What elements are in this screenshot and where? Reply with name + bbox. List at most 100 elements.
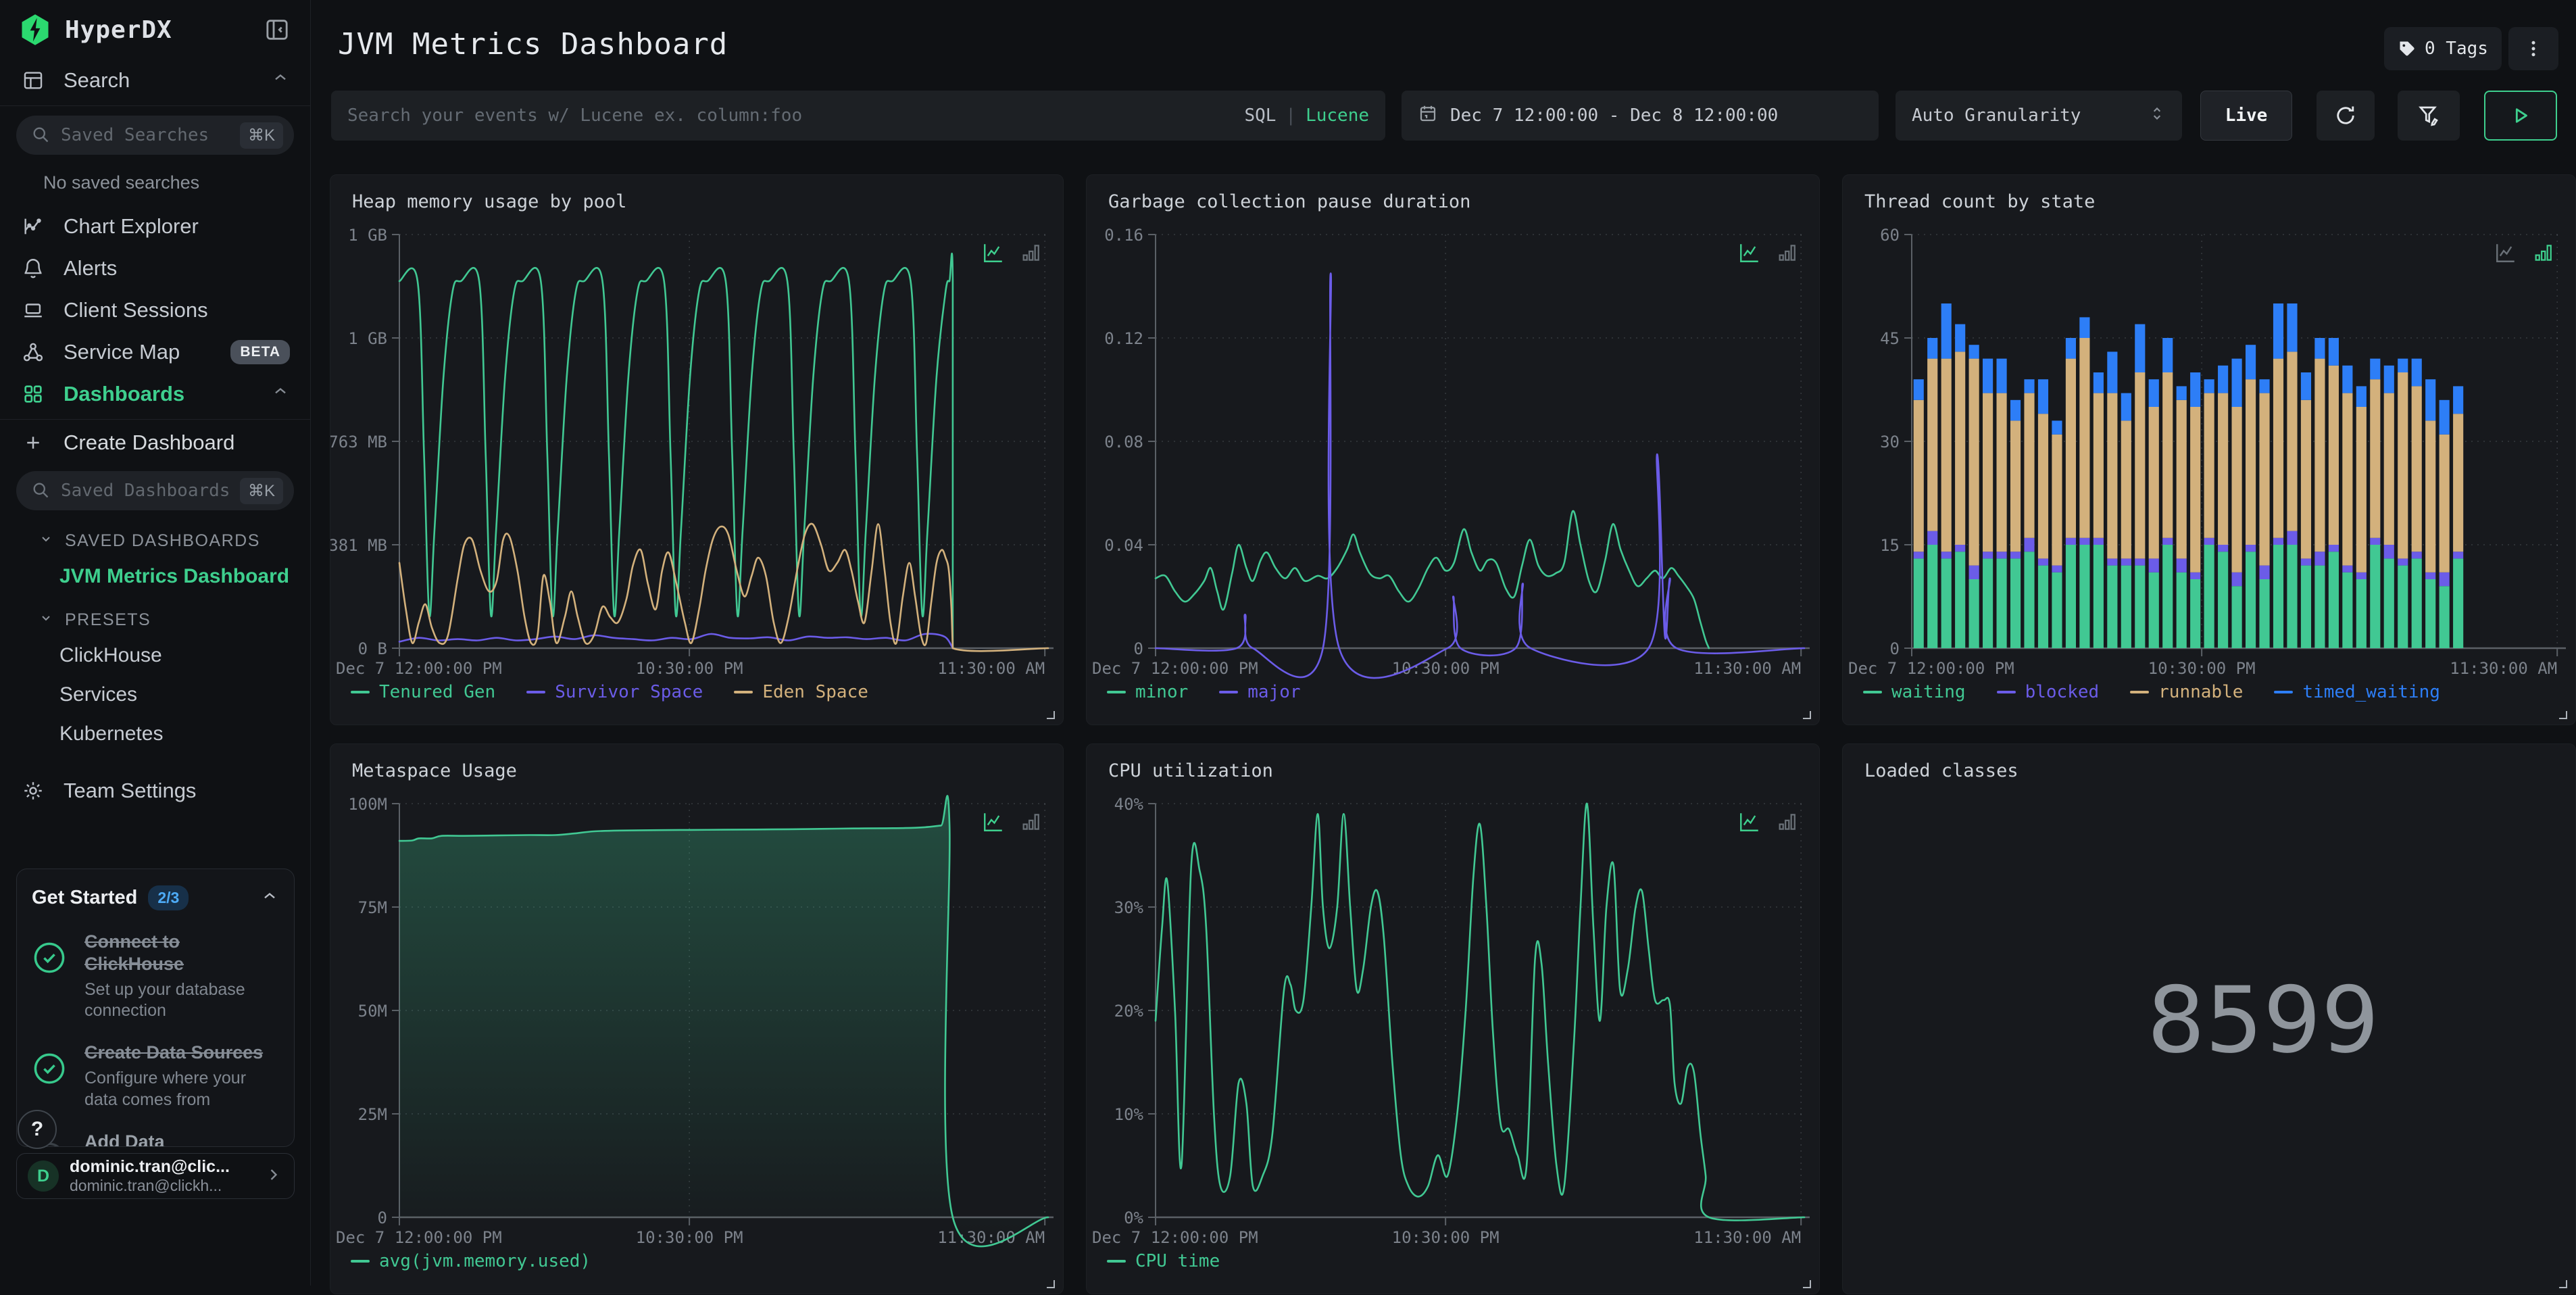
filter-button[interactable] [2398, 91, 2460, 141]
panel-heap-memory: Heap memory usage by pool 1 GB 1 GB 763 MB… [330, 174, 1064, 725]
resize-handle[interactable] [1803, 1280, 1811, 1288]
svg-text:0 B: 0 B [358, 639, 387, 658]
legend-item[interactable]: blocked [1996, 682, 2099, 702]
line-chart-icon[interactable] [1737, 240, 1762, 266]
get-started-item-connect[interactable]: Connect to ClickHouse Set up your databa… [32, 931, 279, 1021]
legend-item[interactable]: Tenured Gen [351, 682, 495, 702]
task-title: Create Data Sources [84, 1042, 264, 1063]
live-button[interactable]: Live [2200, 91, 2292, 141]
line-chart-icon[interactable] [1737, 809, 1762, 835]
sidebar-item-client-sessions[interactable]: Client Sessions [0, 289, 310, 331]
panel-title: Thread count by state [1864, 191, 2096, 212]
event-search-input[interactable] [347, 105, 1245, 126]
legend-item[interactable]: CPU time [1107, 1251, 1220, 1271]
resize-handle[interactable] [1803, 711, 1811, 719]
legend-swatch [1107, 1260, 1126, 1263]
svg-text:0.08: 0.08 [1104, 433, 1143, 451]
legend: Tenured Gen Survivor Space Eden Space [351, 682, 868, 702]
svg-text:20%: 20% [1114, 1002, 1144, 1021]
line-chart-icon[interactable] [981, 240, 1006, 266]
presets-section[interactable]: PRESETS [0, 596, 310, 636]
chart-type-toggles [981, 240, 1044, 266]
legend-swatch [1219, 691, 1239, 693]
svg-text:0.16: 0.16 [1104, 226, 1143, 245]
sidebar-item-dashboards[interactable]: Dashboards [0, 373, 310, 415]
legend-swatch [734, 691, 753, 693]
legend-label: avg(jvm.memory.used) [379, 1251, 591, 1271]
saved-searches-search[interactable]: ⌘K [16, 116, 294, 155]
sidebar-item-kubernetes[interactable]: Kubernetes [59, 723, 164, 745]
refresh-button[interactable] [2317, 91, 2375, 141]
sidebar-item-search[interactable]: Search [0, 59, 310, 101]
saved-dashboards-input[interactable] [61, 481, 240, 501]
legend-item[interactable]: waiting [1863, 682, 1966, 702]
calendar-icon [1418, 103, 1438, 128]
chevron-down-icon [38, 610, 54, 631]
sidebar-item-jvm-dashboard[interactable]: JVM Metrics Dashboard [59, 565, 290, 587]
sidebar-item-label: Client Sessions [64, 298, 208, 322]
sidebar-item-alerts[interactable]: Alerts [0, 247, 310, 289]
legend-label: minor [1135, 682, 1189, 702]
resize-handle[interactable] [1047, 711, 1055, 719]
chevron-up-icon[interactable] [271, 68, 290, 93]
event-search-bar[interactable]: SQL | Lucene [331, 91, 1385, 141]
legend-item[interactable]: timed_waiting [2274, 682, 2440, 702]
granularity-select[interactable]: Auto Granularity [1896, 91, 2182, 141]
resize-handle[interactable] [2559, 1280, 2567, 1288]
sidebar-item-service-map[interactable]: Service Map BETA [0, 331, 310, 373]
line-chart-icon[interactable] [981, 809, 1006, 835]
kebab-icon [2531, 41, 2535, 57]
legend-item[interactable]: avg(jvm.memory.used) [351, 1251, 591, 1271]
svg-text:11:30:00 AM: 11:30:00 AM [2450, 659, 2557, 678]
chevron-up-icon[interactable] [260, 887, 279, 909]
sidebar-item-label: Dashboards [64, 382, 185, 406]
panel-metaspace: Metaspace Usage 100M 75M 50M 25M 0 Dec 7 12:0… [330, 743, 1064, 1294]
play-button[interactable] [2484, 91, 2557, 141]
get-started-item-sources[interactable]: Create Data Sources Configure where your… [32, 1042, 279, 1110]
svg-text:60: 60 [1880, 226, 1900, 245]
legend-item[interactable]: Eden Space [734, 682, 868, 702]
svg-text:0: 0 [378, 1208, 387, 1227]
get-started-item-add-data[interactable]: Add Data Start sending logs, metrics, or… [32, 1131, 279, 1146]
svg-text:Dec 7 12:00:00 PM: Dec 7 12:00:00 PM [336, 1228, 502, 1247]
tag-icon [2400, 41, 2414, 56]
bar-chart-icon[interactable] [1018, 809, 1044, 835]
svg-text:45: 45 [1880, 329, 1900, 348]
legend-item[interactable]: minor [1107, 682, 1188, 702]
sidebar-item-chart-explorer[interactable]: Chart Explorer [0, 205, 310, 247]
legend-item[interactable]: Survivor Space [526, 682, 703, 702]
chart-type-toggles [981, 809, 1044, 835]
svg-text:30: 30 [1880, 433, 1900, 451]
bar-chart-icon[interactable] [1018, 240, 1044, 266]
saved-searches-input[interactable] [61, 125, 240, 145]
bar-chart-icon[interactable] [1775, 240, 1800, 266]
beta-badge: BETA [230, 340, 290, 364]
resize-handle[interactable] [1047, 1280, 1055, 1288]
sql-toggle[interactable]: SQL [1244, 105, 1277, 126]
date-range-picker[interactable]: Dec 7 12:00:00 - Dec 8 12:00:00 [1402, 91, 1879, 141]
svg-text:40%: 40% [1114, 795, 1144, 814]
legend-item[interactable]: runnable [2130, 682, 2243, 702]
sidebar-collapse-icon[interactable] [262, 14, 293, 45]
more-options-button[interactable] [2508, 27, 2558, 70]
svg-text:50M: 50M [358, 1002, 387, 1021]
legend-item[interactable]: major [1219, 682, 1301, 702]
sidebar-item-services[interactable]: Services [59, 683, 138, 706]
metaspace-chart: 100M 75M 50M 25M 0 Dec 7 12:00:00 PM 10:30:00 … [330, 744, 1063, 1294]
thread-count-chart: 60 45 30 15 0 Dec 7 12:00:00 PM 10:30:00 PM 11:… [1843, 175, 2575, 725]
saved-dashboards-search[interactable]: ⌘K [16, 471, 294, 510]
lucene-toggle[interactable]: Lucene [1306, 105, 1369, 126]
task-desc: Configure where your data comes from [84, 1069, 247, 1109]
help-button[interactable]: ? [18, 1110, 57, 1149]
tags-button[interactable]: 0 Tags [2384, 27, 2502, 70]
sidebar-item-team-settings[interactable]: Team Settings [0, 770, 310, 812]
sidebar-item-clickhouse[interactable]: ClickHouse [59, 644, 162, 666]
resize-handle[interactable] [2559, 711, 2567, 719]
line-chart-icon[interactable] [2493, 240, 2519, 266]
bar-chart-icon[interactable] [1775, 809, 1800, 835]
user-menu[interactable]: D dominic.tran@clic... dominic.tran@clic… [16, 1153, 295, 1199]
saved-dashboards-section[interactable]: SAVED DASHBOARDS [0, 517, 310, 557]
chevron-up-icon[interactable] [271, 382, 290, 406]
bar-chart-icon[interactable] [2531, 240, 2556, 266]
create-dashboard-button[interactable]: Create Dashboard [0, 424, 310, 462]
